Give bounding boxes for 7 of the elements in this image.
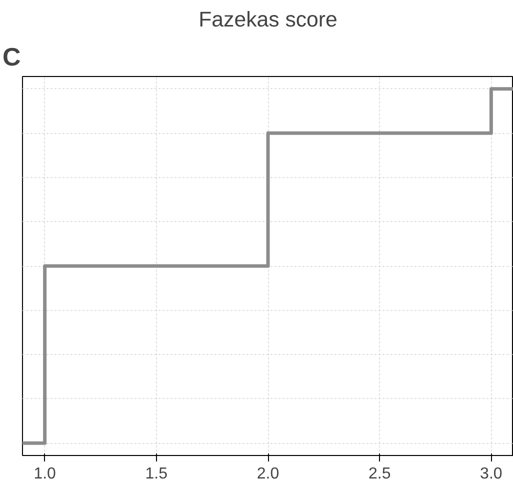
chart-title: Fazekas score — [198, 8, 338, 32]
x-tick-label: 2.0 — [256, 466, 280, 481]
x-tick-label: 3.0 — [480, 466, 502, 481]
text: C — [2, 44, 21, 72]
x-tick-label: 1.0 — [34, 466, 56, 481]
x-tick-label: 1.5 — [145, 466, 168, 481]
x-tick-label: 2.5 — [368, 466, 391, 481]
